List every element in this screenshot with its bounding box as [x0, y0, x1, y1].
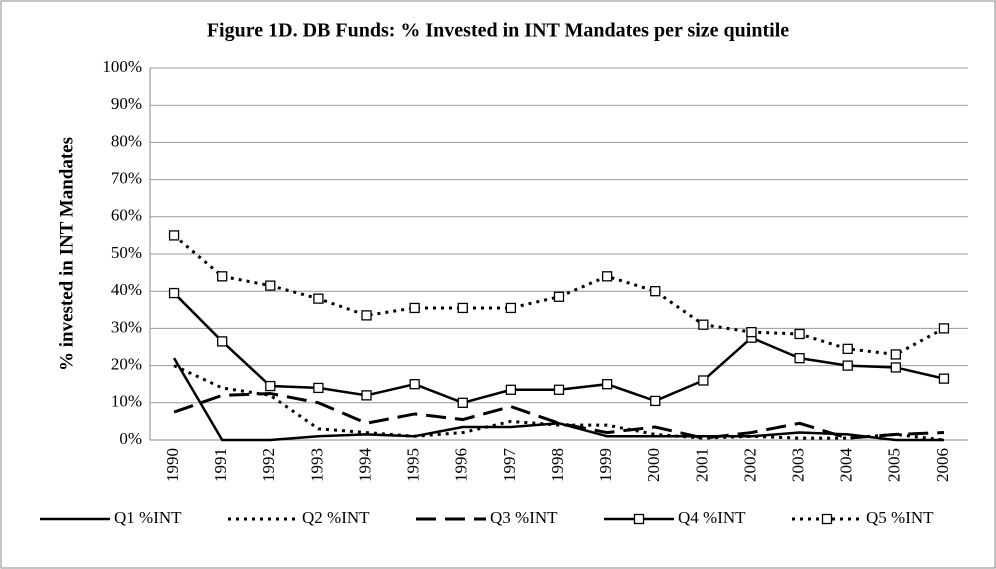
- y-tick-label: 40%: [111, 280, 142, 299]
- marker: [505, 302, 517, 314]
- marker: [313, 382, 324, 394]
- marker: [601, 271, 613, 282]
- marker: [842, 343, 853, 355]
- series-line: [172, 357, 944, 442]
- x-tick-label: 1995: [404, 448, 423, 482]
- marker: [938, 373, 950, 384]
- marker: [457, 302, 468, 314]
- y-tick-label: 30%: [111, 317, 142, 336]
- y-tick-label: 80%: [111, 131, 142, 150]
- marker: [217, 336, 228, 347]
- marker: [457, 397, 468, 408]
- y-axis-label: % invested in INT Mandates: [56, 137, 77, 371]
- x-tick-label: 2000: [644, 448, 663, 482]
- x-tick-label: 1992: [259, 448, 278, 482]
- x-tick-label: 1993: [307, 448, 326, 482]
- legend-marker: [821, 513, 833, 525]
- x-tick-label: 1999: [596, 448, 615, 482]
- marker: [168, 230, 180, 241]
- marker: [794, 353, 805, 364]
- y-tick-label: 100%: [102, 57, 142, 76]
- y-tick-label: 60%: [111, 206, 142, 225]
- marker: [794, 328, 805, 340]
- marker: [650, 286, 661, 297]
- legend-label: Q1 %INT: [114, 508, 182, 527]
- x-tick-label: 1996: [452, 448, 471, 482]
- y-tick-label: 50%: [111, 243, 142, 262]
- x-tick-label: 1997: [500, 448, 519, 483]
- x-tick-label: 1998: [548, 448, 567, 482]
- legend-label: Q2 %INT: [302, 508, 370, 527]
- marker: [265, 280, 276, 291]
- marker: [505, 384, 517, 395]
- x-tick-label: 2005: [885, 448, 904, 482]
- marker: [746, 326, 757, 338]
- marker: [698, 319, 709, 330]
- marker: [217, 271, 228, 282]
- x-tick-label: 1990: [163, 448, 182, 482]
- marker: [409, 379, 420, 390]
- marker: [601, 379, 613, 390]
- y-tick-label: 90%: [111, 94, 142, 113]
- marker: [890, 349, 901, 360]
- x-tick-label: 2003: [788, 448, 807, 482]
- marker: [553, 384, 565, 395]
- marker: [553, 291, 565, 302]
- y-tick-label: 20%: [111, 355, 142, 374]
- marker: [698, 375, 709, 386]
- marker: [361, 390, 372, 401]
- marker: [168, 287, 180, 299]
- x-tick-label: 2004: [837, 448, 856, 483]
- marker: [361, 310, 372, 321]
- marker: [409, 302, 420, 314]
- marker: [265, 380, 276, 392]
- series-line: [173, 364, 945, 442]
- legend-label: Q5 %INT: [866, 508, 934, 527]
- legend-label: Q3 %INT: [490, 508, 558, 527]
- x-tick-label: 2006: [933, 448, 952, 482]
- series-line: [173, 391, 944, 440]
- x-tick-label: 1991: [211, 448, 230, 482]
- series-line: [173, 234, 945, 356]
- legend-label: Q4 %INT: [678, 508, 746, 527]
- marker: [842, 360, 853, 371]
- marker: [313, 293, 324, 304]
- x-tick-label: 1994: [355, 448, 374, 483]
- marker: [938, 323, 950, 334]
- x-tick-label: 2001: [692, 448, 711, 482]
- x-tick-label: 2002: [740, 448, 759, 482]
- marker: [650, 395, 661, 407]
- y-tick-label: 10%: [111, 392, 142, 411]
- chart-title: Figure 1D. DB Funds: % Invested in INT M…: [207, 20, 789, 42]
- legend-marker: [633, 513, 645, 525]
- marker: [890, 362, 901, 373]
- y-tick-label: 70%: [111, 169, 142, 188]
- y-tick-label: 0%: [119, 429, 142, 448]
